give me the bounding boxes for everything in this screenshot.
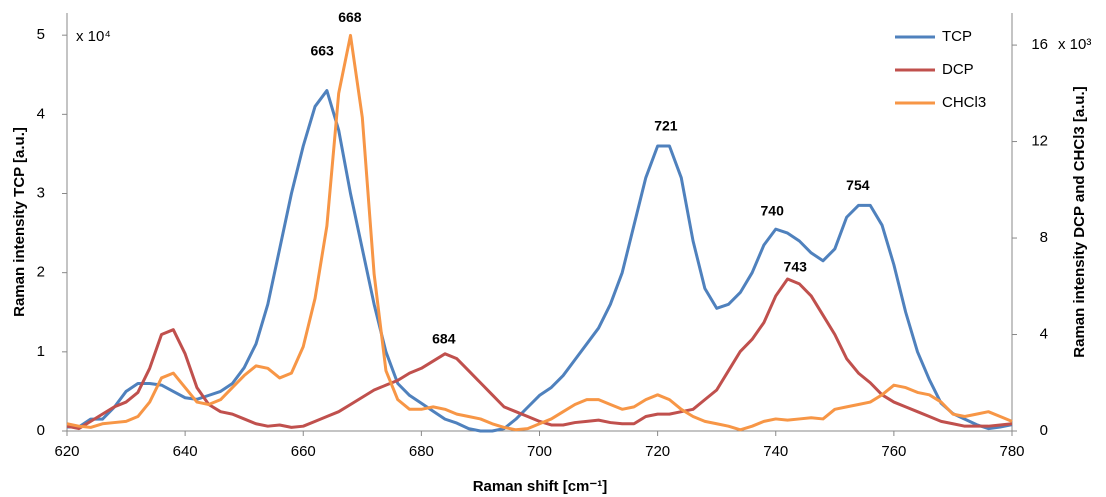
y-tick-label: 4 — [37, 105, 45, 122]
y-tick-label: 3 — [37, 184, 45, 201]
y-multiplier: x 10⁴ — [76, 28, 111, 45]
series-line — [66, 33, 1013, 432]
y-tick-label: 2 — [37, 264, 45, 281]
x-tick-label: 720 — [645, 443, 670, 460]
peak-label: 721 — [654, 118, 678, 134]
series-line — [67, 89, 1013, 433]
x-axis-title: Raman shift [cm⁻¹] — [473, 478, 608, 495]
series-line — [66, 277, 1013, 431]
legend-label: DCP — [942, 61, 974, 78]
peak-label: 754 — [846, 177, 870, 193]
y-axis-title: Raman intensity TCP [a.u.] — [11, 127, 28, 317]
legend-label: CHCl3 — [942, 94, 986, 111]
y2-axis-title: Raman intensity DCP and CHCl3 [a.u.] — [1071, 86, 1088, 357]
legend-label: TCP — [942, 28, 972, 45]
x-tick-label: 760 — [881, 443, 906, 460]
peak-label: 668 — [338, 9, 362, 25]
y2-multiplier: x 10³ — [1058, 36, 1091, 53]
y2-tick-label: 16 — [1031, 36, 1048, 53]
y2-tick-label: 8 — [1040, 229, 1048, 246]
peak-label: 743 — [784, 259, 808, 275]
y2-tick-label: 4 — [1040, 325, 1048, 342]
peak-label: 663 — [310, 42, 334, 58]
y-tick-label: 5 — [37, 26, 45, 43]
x-tick-label: 740 — [763, 443, 788, 460]
x-tick-label: 700 — [527, 443, 552, 460]
y-tick-label: 0 — [37, 422, 45, 439]
x-tick-label: 680 — [409, 443, 434, 460]
x-tick-label: 660 — [291, 443, 316, 460]
y-tick-label: 1 — [37, 343, 45, 360]
y2-tick-label: 0 — [1040, 422, 1048, 439]
peak-label: 684 — [432, 331, 456, 347]
x-tick-label: 640 — [173, 443, 198, 460]
x-tick-label: 620 — [54, 443, 79, 460]
x-tick-label: 780 — [999, 443, 1024, 460]
peak-label: 740 — [761, 202, 785, 218]
y2-tick-label: 12 — [1031, 133, 1048, 150]
